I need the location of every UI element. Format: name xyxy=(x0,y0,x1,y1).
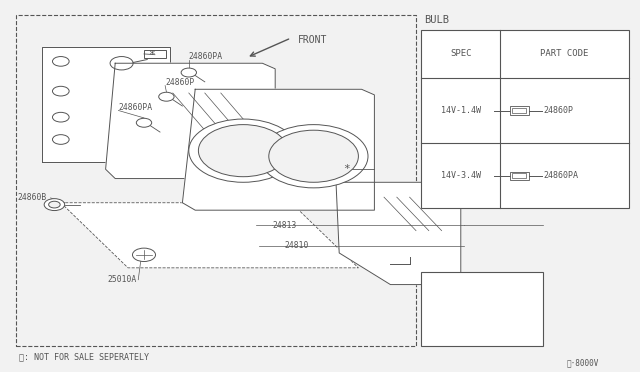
Text: PART CODE: PART CODE xyxy=(540,49,589,58)
Bar xyxy=(510,106,529,115)
Circle shape xyxy=(52,135,69,144)
Polygon shape xyxy=(42,46,170,162)
Text: 14V-1.4W: 14V-1.4W xyxy=(440,106,481,115)
Bar xyxy=(16,15,416,346)
Bar xyxy=(513,108,527,113)
Circle shape xyxy=(159,92,174,101)
Bar xyxy=(421,272,543,346)
Bar xyxy=(144,50,166,58)
Circle shape xyxy=(52,86,69,96)
Circle shape xyxy=(189,119,298,182)
Polygon shape xyxy=(61,203,358,268)
Text: *: * xyxy=(148,50,155,60)
Bar xyxy=(421,30,629,208)
Circle shape xyxy=(110,57,133,70)
Polygon shape xyxy=(182,89,374,210)
Circle shape xyxy=(136,118,152,127)
Text: 24813: 24813 xyxy=(272,221,296,230)
Circle shape xyxy=(269,130,358,182)
Bar xyxy=(513,173,527,178)
Circle shape xyxy=(259,125,368,188)
Text: *: * xyxy=(343,164,350,174)
Polygon shape xyxy=(106,63,275,179)
Circle shape xyxy=(132,248,156,262)
Text: SPEC: SPEC xyxy=(450,49,472,58)
Text: 14V-3.4W: 14V-3.4W xyxy=(440,171,481,180)
Text: 24860B: 24860B xyxy=(17,193,47,202)
Text: 24860P: 24860P xyxy=(165,78,195,87)
Text: 24860P: 24860P xyxy=(544,106,573,115)
Text: BULB: BULB xyxy=(424,16,449,25)
Text: 〒·8000V: 〒·8000V xyxy=(566,358,599,367)
Text: 24860PA: 24860PA xyxy=(544,171,579,180)
Circle shape xyxy=(44,199,65,211)
Text: 24810: 24810 xyxy=(285,241,309,250)
Circle shape xyxy=(49,201,60,208)
Text: ※: NOT FOR SALE SEPERATELY: ※: NOT FOR SALE SEPERATELY xyxy=(19,353,149,362)
Polygon shape xyxy=(336,182,461,285)
Circle shape xyxy=(52,57,69,66)
Circle shape xyxy=(52,112,69,122)
Circle shape xyxy=(198,125,288,177)
Text: 24860PA: 24860PA xyxy=(118,103,152,112)
Text: 24860PA: 24860PA xyxy=(189,52,223,61)
Text: 25010A: 25010A xyxy=(108,275,137,284)
Text: FRONT: FRONT xyxy=(298,35,327,45)
Bar xyxy=(510,171,529,180)
Circle shape xyxy=(181,68,196,77)
